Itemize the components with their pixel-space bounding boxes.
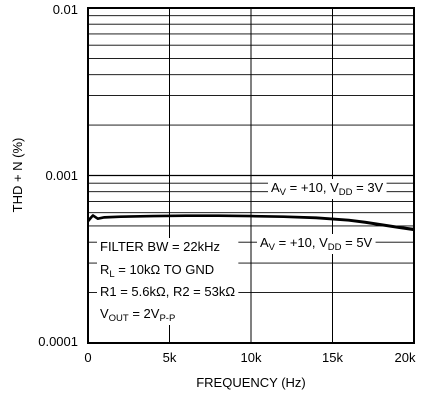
annotation-5v: AV = +10, VDD = 5V [260, 235, 373, 253]
series-line-5v [87, 214, 415, 232]
x-tick-label: 5k [163, 350, 177, 365]
y-tick-label: 0.0001 [38, 334, 78, 349]
series-layer [87, 214, 415, 232]
condition-resistors: R1 = 5.6kΩ, R2 = 53kΩ [100, 284, 235, 299]
annotation-5v-background [257, 234, 376, 254]
plot-frame [87, 7, 415, 344]
annotation-3v-background [268, 179, 387, 199]
y-tick-label: 0.001 [45, 168, 78, 183]
condition-load: RL = 10kΩ TO GND [100, 262, 214, 280]
x-tick-label: 0 [84, 350, 91, 365]
test-conditions: FILTER BW = 22kHz RL = 10kΩ TO GND R1 = … [100, 239, 235, 324]
condition-vout: VOUT = 2VP-P [100, 306, 175, 324]
x-tick-label: 20k [395, 350, 416, 365]
x-tick-label: 15k [322, 350, 343, 365]
svg-text:AV = +10, VDD = 5V: AV = +10, VDD = 5V [260, 235, 373, 253]
y-tick-label: 0.01 [53, 2, 78, 17]
svg-text:AV = +10, VDD = 3V: AV = +10, VDD = 3V [271, 180, 384, 198]
condition-filter-bw: FILTER BW = 22kHz [100, 239, 220, 254]
test-conditions-background [97, 238, 239, 325]
y-axis-label: THD + N (%) [10, 138, 25, 213]
annotation-3v: AV = +10, VDD = 3V [271, 180, 384, 198]
x-tick-label: 10k [241, 350, 262, 365]
x-axis-label: FREQUENCY (Hz) [196, 375, 306, 390]
